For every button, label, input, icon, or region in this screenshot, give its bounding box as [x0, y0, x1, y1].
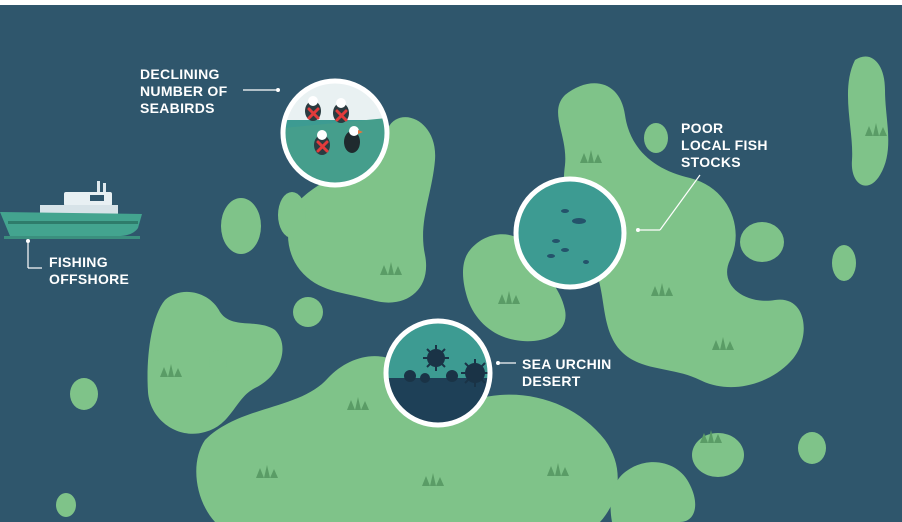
fish: [572, 218, 586, 224]
island-south-main: [196, 356, 618, 522]
grass-tuft: [256, 465, 278, 478]
leader-line-fish: [659, 174, 701, 231]
grass-tuft: [347, 397, 369, 410]
grass-tuft: [712, 337, 734, 350]
boat-mast: [103, 183, 106, 193]
fish: [583, 260, 589, 264]
islet-2: [278, 192, 306, 238]
boat-waterline: [4, 236, 140, 239]
sea-urchin-spines: [461, 359, 489, 387]
callout-line: DESERT: [522, 373, 581, 389]
grass-tuft: [380, 262, 402, 275]
boat-stripe: [8, 221, 138, 224]
islet-10: [56, 493, 76, 517]
island-central: [463, 234, 566, 342]
grass-tufts: [160, 123, 887, 486]
cross-mark: [307, 107, 320, 120]
leader-dot-fishing: [26, 239, 30, 243]
callout-line: SEABIRDS: [140, 100, 215, 116]
callout-line: DECLINING: [140, 66, 220, 82]
islet-1: [221, 198, 261, 254]
island-far-east: [847, 56, 889, 186]
islet-11: [209, 350, 227, 374]
callout-line: FISHING: [49, 254, 108, 270]
puffin-4-beak: [358, 130, 363, 134]
islet-9: [70, 378, 98, 410]
grass-tuft: [700, 430, 722, 443]
grass-tuft: [160, 364, 182, 377]
puffin-2-head: [336, 98, 346, 108]
boat-deck: [40, 205, 118, 214]
grass-tuft: [865, 123, 887, 136]
boat-cabin: [64, 192, 112, 206]
islet-4: [644, 123, 668, 153]
fish-circle: [513, 176, 627, 290]
fish-circle-bg: [516, 179, 624, 287]
boat-window: [90, 195, 104, 201]
fish: [561, 248, 569, 252]
callout-line: LOCAL FISH: [681, 137, 768, 153]
fish: [552, 239, 560, 243]
sea-urchin: [420, 373, 430, 383]
leader-dot-seabirds: [276, 88, 280, 92]
islet-3: [293, 297, 323, 327]
fishing-boat: [0, 181, 142, 239]
island-east-main: [558, 83, 804, 388]
islet-7: [692, 433, 744, 477]
callout-line: NUMBER OF: [140, 83, 228, 99]
callout-line: POOR: [681, 120, 724, 136]
cross-mark: [335, 109, 348, 122]
fish-circle-border: [513, 176, 627, 290]
seabirds-circle: [280, 78, 390, 188]
grass-tuft: [580, 150, 602, 163]
sea-urchin: [404, 370, 416, 382]
sea-urchin-spines: [423, 345, 449, 371]
fish: [561, 209, 569, 213]
urchin-circle-border: [383, 318, 493, 428]
boat-mast: [97, 181, 100, 193]
sea-urchin: [446, 370, 458, 382]
urchin-circle: [383, 318, 493, 428]
grass-tuft: [498, 291, 520, 304]
grass-tuft: [422, 473, 444, 486]
puffin-1-head: [308, 96, 318, 106]
island-main-west: [288, 117, 436, 303]
land: [56, 56, 889, 522]
callout-line: SEA URCHIN: [522, 356, 612, 372]
seabirds-circle-border: [280, 78, 390, 188]
islet-5: [740, 222, 784, 262]
leader-dot-urchin: [496, 361, 500, 365]
cross-mark: [316, 140, 329, 153]
cross-marks: [307, 107, 348, 153]
callout-fishing: FISHING OFFSHORE: [49, 254, 129, 288]
puffin-4: [344, 131, 360, 153]
leader-dot-fish: [636, 228, 640, 232]
grass-tuft: [547, 463, 569, 476]
puffin-4-head: [349, 126, 359, 136]
islet-6: [832, 245, 856, 281]
callout-line: STOCKS: [681, 154, 741, 170]
islet-8: [798, 432, 826, 464]
callout-fish: POOR LOCAL FISH STOCKS: [681, 120, 768, 171]
puffin-3-head: [317, 130, 327, 140]
cliff-edge: [283, 118, 387, 185]
grass-tuft: [651, 283, 673, 296]
fish: [547, 254, 555, 258]
island-southeast: [610, 462, 696, 522]
urchins: [404, 345, 489, 387]
callout-line: OFFSHORE: [49, 271, 130, 287]
white-edge: [0, 0, 902, 5]
leader-lines: [26, 88, 701, 365]
callout-urchin: SEA URCHIN DESERT: [522, 356, 612, 390]
callout-seabirds: DECLINING NUMBER OF SEABIRDS: [140, 66, 227, 117]
